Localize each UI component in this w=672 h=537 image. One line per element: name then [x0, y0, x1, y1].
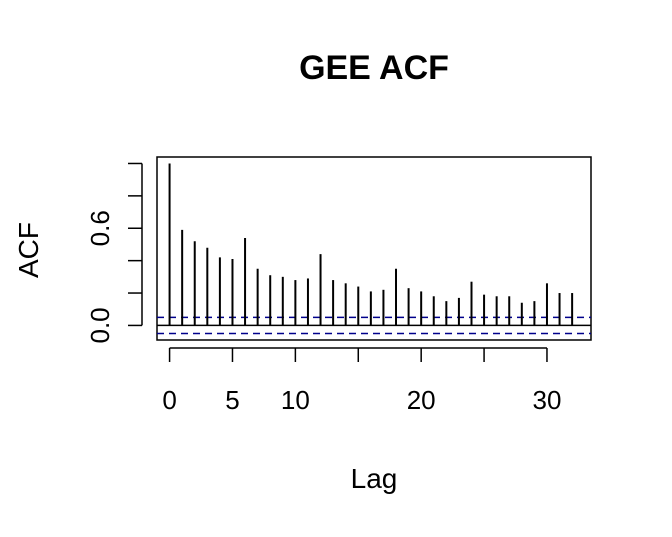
y-axis-label: ACF — [13, 222, 44, 278]
plot-frame — [156, 156, 592, 341]
x-tick-label: 0 — [162, 385, 176, 415]
y-tick-label: 0.0 — [85, 307, 115, 343]
x-tick-label: 5 — [225, 385, 239, 415]
y-tick-label: 0.6 — [85, 210, 115, 246]
x-tick-label: 10 — [281, 385, 310, 415]
x-tick-label: 30 — [533, 385, 562, 415]
x-axis-label: Lag — [351, 463, 398, 494]
chart-axes: 0 5 10 20 30 0.0 0.6 — [85, 162, 562, 415]
chart-title: GEE ACF — [299, 49, 449, 87]
chart-marks — [157, 163, 591, 335]
x-tick-label: 20 — [407, 385, 436, 415]
